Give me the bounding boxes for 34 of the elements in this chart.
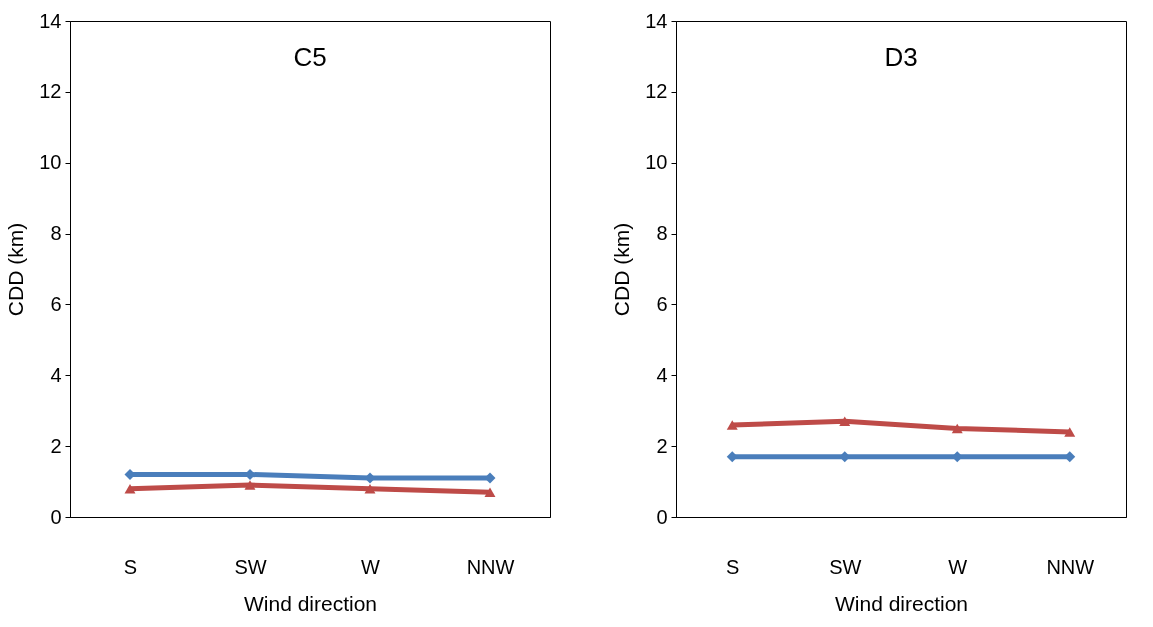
x-tick-label: S — [123, 555, 138, 578]
x-tick-label: W — [361, 555, 381, 578]
y-axis-title: CDD (km) — [610, 222, 634, 317]
y-axis-title: CDD (km) — [4, 222, 28, 317]
x-axis-title: Wind direction — [834, 591, 969, 615]
point — [1064, 427, 1076, 437]
y-tick-label: 2 — [656, 434, 668, 457]
x-tick-label: NNW — [1046, 555, 1095, 578]
y-tick-label: 4 — [50, 363, 62, 386]
x-tick-label: S — [726, 555, 740, 578]
y-tick-label: 6 — [656, 292, 668, 315]
x-tick-label: W — [948, 555, 968, 578]
text: C5 — [293, 42, 327, 72]
x-tick-label: SW — [829, 555, 862, 578]
y-tick-label: 4 — [656, 363, 668, 386]
y-tick-label: 8 — [656, 222, 668, 245]
y-tick-label: 0 — [656, 505, 668, 528]
y-tick-label: 14 — [39, 9, 62, 32]
y-tick-label: 14 — [645, 9, 668, 32]
x-tick-label: NNW — [466, 555, 515, 578]
y-tick-label: 2 — [50, 434, 62, 457]
x-axis-title: Wind direction — [243, 591, 378, 615]
y-tick-label: 0 — [50, 505, 62, 528]
y-tick-label: 6 — [50, 292, 62, 315]
point — [839, 416, 851, 427]
y-tick-label: 10 — [645, 151, 668, 174]
y-tick-label: 12 — [645, 80, 668, 103]
point — [951, 423, 963, 434]
y-tick-label: 12 — [39, 80, 62, 103]
x-tick-label: SW — [234, 555, 267, 578]
y-tick-label: 8 — [50, 222, 62, 245]
text: D3 — [884, 42, 918, 72]
y-tick-label: 10 — [39, 151, 62, 174]
point — [726, 420, 738, 430]
